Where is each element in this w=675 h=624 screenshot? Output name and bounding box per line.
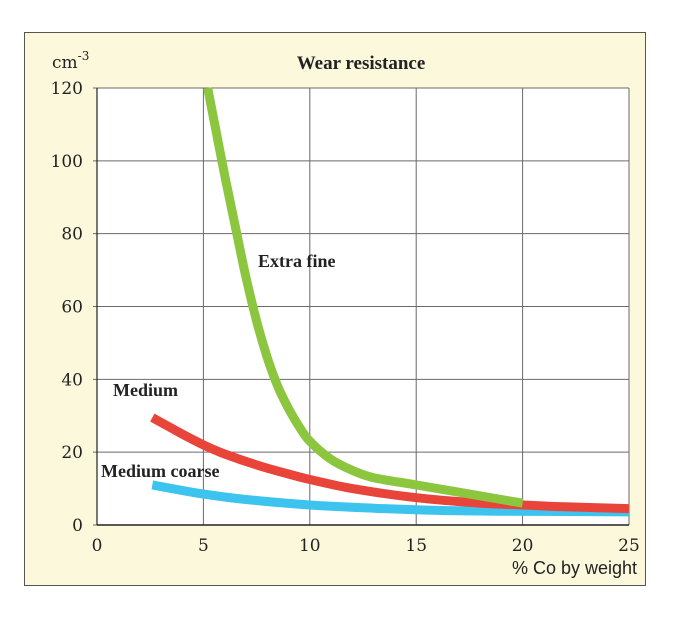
y-axis-unit-exp: -3 <box>78 49 90 63</box>
y-tick-label: 120 <box>51 79 83 99</box>
x-tick-label: 25 <box>618 536 640 556</box>
series-label: Medium coarse <box>101 461 219 481</box>
y-tick-label: 60 <box>61 298 83 318</box>
y-tick-label: 0 <box>72 516 83 536</box>
series-line-extra-fine <box>203 87 524 508</box>
grid <box>93 87 630 526</box>
x-tick-label: 20 <box>512 536 534 556</box>
y-tick-label: 40 <box>61 370 83 390</box>
y-axis-unit-base: cm <box>52 53 78 73</box>
x-tick-label: 0 <box>92 536 103 556</box>
x-tick-label: 15 <box>405 536 427 556</box>
series-label: Medium <box>113 380 178 400</box>
series-labels: Extra fine Medium Medium coarse <box>101 251 335 481</box>
y-tick-label: 80 <box>61 225 83 245</box>
chart-title: Wear resistance <box>297 53 426 74</box>
series-label: Extra fine <box>258 251 335 271</box>
tick-labels: 0 5 10 15 20 25 0 20 40 60 80 100 120 <box>51 79 640 556</box>
x-tick-label: 10 <box>299 536 321 556</box>
series-line-medium <box>150 413 630 514</box>
series-line-medium-coarse <box>151 480 630 517</box>
chart-frame: 0 5 10 15 20 25 0 20 40 60 80 100 120 Extra fine Medi… <box>24 32 646 586</box>
y-tick-label: 100 <box>51 152 83 172</box>
y-tick-label: 20 <box>61 443 83 463</box>
x-tick-label: 5 <box>198 536 209 556</box>
y-axis-unit: cm-3 <box>52 49 89 73</box>
chart-svg: 0 5 10 15 20 25 0 20 40 60 80 100 120 Extra fine Medi… <box>51 49 640 578</box>
x-axis-label: % Co by weight <box>512 558 637 578</box>
series-lines <box>150 87 630 517</box>
